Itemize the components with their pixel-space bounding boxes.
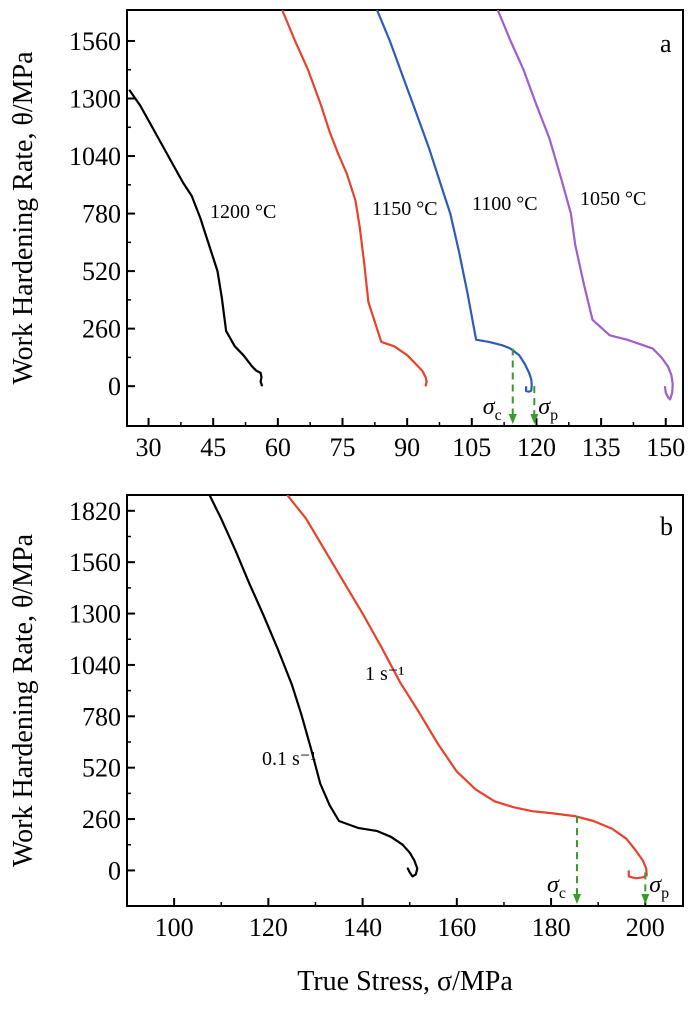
annotation-label: σc	[483, 394, 502, 424]
annotation-arrow-head	[641, 894, 650, 904]
x-tick-label: 200	[626, 913, 665, 942]
x-tick-label: 30	[136, 433, 162, 462]
y-tick-label: 260	[82, 805, 121, 834]
x-tick-label: 60	[265, 433, 291, 462]
y-tick-label: 1040	[69, 651, 121, 680]
x-tick-label: 75	[330, 433, 356, 462]
series-line	[208, 495, 419, 878]
y-tick-label: 520	[82, 257, 121, 286]
y-tick-label: 780	[82, 702, 121, 731]
y-tick-label: 1560	[69, 27, 121, 56]
series-label: 1200 °C	[210, 201, 276, 223]
panel-b-annotations: σc σp	[547, 816, 669, 904]
panel-b-y-axis-label: Work Hardening Rate, θ/MPa	[8, 533, 39, 867]
panel-a-series: 1200 °C 1150 °C 1100 °C 1050 °C	[128, 10, 674, 401]
annotation-arrow-head	[508, 414, 517, 424]
x-axis-label: True Stress, σ/MPa	[297, 966, 513, 997]
series-label: 1050 °C	[580, 188, 646, 210]
annotation-arrow-head	[572, 894, 581, 904]
panel-b-series: 0.1 s⁻¹ 1 s⁻¹	[208, 495, 648, 880]
x-tick-label: 100	[155, 913, 194, 942]
panel-a: 0 260 520 780 1040 1300 1560 30 45 60 75 90 105 120 13…	[8, 9, 685, 462]
panel-a-ticks: 0 260 520 780 1040 1300 1560 30 45 60 75 90 105 120 13…	[69, 27, 685, 462]
series-line	[128, 89, 263, 387]
series-line	[496, 10, 674, 401]
panel-a-y-axis-label: Work Hardening Rate, θ/MPa	[8, 51, 39, 385]
panel-b: 0 260 520 780 1040 1300 1560 1820 100 120 140 160 18…	[8, 494, 684, 997]
x-tick-label: 140	[343, 913, 382, 942]
y-tick-label: 1300	[69, 600, 121, 629]
y-tick-label: 1560	[69, 548, 121, 577]
y-tick-label: 0	[108, 856, 121, 885]
y-tick-label: 1040	[69, 142, 121, 171]
annotation-arrow-head	[530, 414, 539, 424]
y-tick-label: 1820	[69, 497, 121, 526]
panel-a-letter: a	[660, 29, 672, 58]
panel-a-frame	[126, 9, 684, 427]
panel-b-frame	[126, 494, 684, 907]
y-tick-label: 520	[82, 754, 121, 783]
x-tick-label: 160	[437, 913, 476, 942]
series-label: 1150 °C	[372, 198, 438, 220]
x-tick-label: 120	[249, 913, 288, 942]
series-line	[286, 495, 648, 880]
panel-b-letter: b	[660, 512, 673, 541]
series-label: 1100 °C	[472, 193, 538, 215]
panel-b-ticks: 0 260 520 780 1040 1300 1560 1820 100 120 140 160 18…	[69, 497, 665, 942]
series-label: 1 s⁻¹	[365, 663, 404, 685]
x-tick-label: 90	[394, 433, 420, 462]
x-tick-label: 105	[452, 433, 491, 462]
x-tick-label: 180	[532, 913, 571, 942]
annotation-label: σp	[649, 872, 669, 902]
series-line	[281, 10, 428, 387]
y-tick-label: 780	[82, 200, 121, 229]
annotation-label: σp	[538, 394, 558, 424]
y-tick-label: 260	[82, 315, 121, 344]
y-tick-label: 1300	[69, 85, 121, 114]
series-line	[375, 10, 533, 393]
x-tick-label: 45	[200, 433, 226, 462]
annotation-label: σc	[547, 872, 566, 902]
x-tick-label: 135	[582, 433, 621, 462]
series-label: 0.1 s⁻¹	[262, 748, 316, 770]
x-tick-label: 150	[646, 433, 685, 462]
x-tick-label: 120	[517, 433, 556, 462]
y-tick-label: 0	[108, 372, 121, 401]
panel-a-annotations: σc σp	[483, 348, 558, 424]
